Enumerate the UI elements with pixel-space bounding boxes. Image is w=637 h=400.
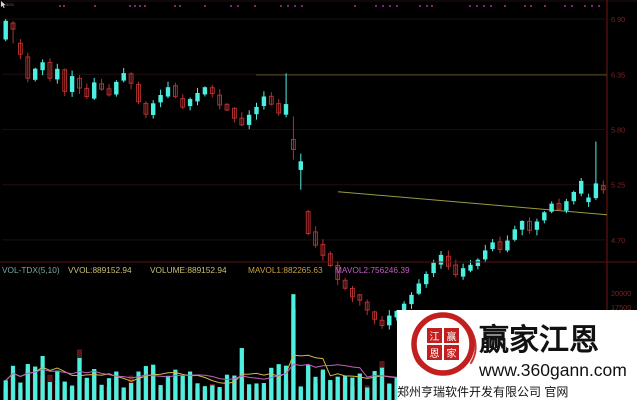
svg-text:家: 家	[447, 347, 457, 360]
svg-text:恩: 恩	[430, 348, 440, 360]
svg-text:江: 江	[430, 331, 440, 343]
svg-text:郑州亨瑞软件开发有限公司 官网: 郑州亨瑞软件开发有限公司 官网	[397, 384, 568, 399]
svg-text:赢: 赢	[447, 330, 457, 343]
svg-text:www.360gann.com: www.360gann.com	[478, 360, 627, 380]
svg-text:赢家江恩: 赢家江恩	[479, 323, 599, 357]
